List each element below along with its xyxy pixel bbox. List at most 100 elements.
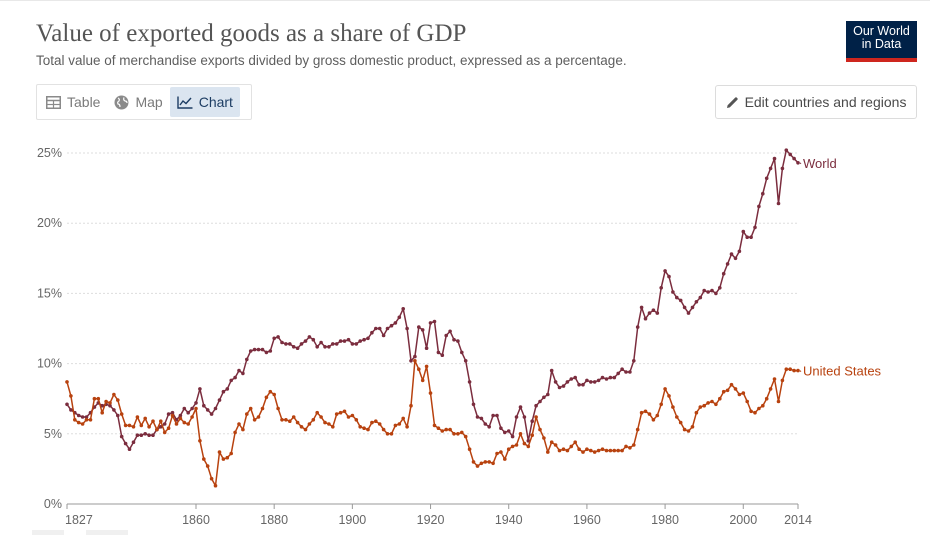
data-point bbox=[303, 339, 308, 343]
data-point bbox=[409, 403, 413, 408]
data-point bbox=[772, 377, 777, 381]
data-point bbox=[323, 345, 327, 349]
data-point bbox=[186, 410, 190, 415]
data-point bbox=[538, 399, 542, 404]
edit-countries-button[interactable]: Edit countries and regions bbox=[715, 85, 917, 119]
data-point bbox=[589, 448, 593, 453]
data-point bbox=[542, 395, 546, 400]
data-point bbox=[534, 415, 538, 419]
data-point bbox=[420, 328, 425, 332]
data-point bbox=[264, 350, 269, 355]
data-point bbox=[632, 359, 636, 363]
tab-table[interactable]: Table bbox=[39, 87, 107, 117]
data-point bbox=[475, 415, 480, 419]
data-point bbox=[370, 420, 374, 425]
label-connector bbox=[799, 162, 802, 165]
data-point bbox=[710, 288, 714, 293]
data-point bbox=[108, 403, 112, 408]
data-point bbox=[155, 427, 159, 432]
data-point bbox=[202, 403, 206, 408]
data-point bbox=[796, 368, 800, 373]
data-point bbox=[284, 342, 288, 346]
data-point bbox=[162, 422, 167, 426]
data-point bbox=[248, 406, 253, 411]
tab-chart[interactable]: Chart bbox=[169, 87, 240, 117]
data-point bbox=[522, 415, 527, 419]
data-point bbox=[178, 413, 183, 418]
data-point bbox=[280, 340, 284, 345]
data-point bbox=[233, 430, 237, 435]
data-point bbox=[733, 256, 738, 261]
data-point bbox=[346, 337, 351, 342]
data-point bbox=[393, 423, 398, 428]
data-point bbox=[135, 415, 140, 419]
data-point bbox=[131, 440, 136, 445]
data-point bbox=[698, 295, 703, 300]
label-connector bbox=[799, 370, 802, 372]
data-point bbox=[299, 425, 304, 429]
data-point bbox=[463, 359, 468, 363]
data-point bbox=[659, 286, 663, 290]
data-point bbox=[135, 433, 140, 438]
data-point bbox=[88, 418, 93, 422]
data-point bbox=[198, 439, 202, 443]
data-point bbox=[217, 450, 222, 454]
series-united-states bbox=[65, 359, 800, 488]
axis-layer: 0% 5% 10% 15% 20% 25% 1827 1860 1880 1900 1920 1940… bbox=[37, 146, 812, 527]
data-point bbox=[209, 476, 214, 481]
x-tick-label: 1980 bbox=[651, 513, 679, 527]
data-point bbox=[643, 409, 648, 414]
data-point bbox=[612, 375, 617, 380]
data-point bbox=[291, 415, 296, 419]
data-point bbox=[401, 416, 406, 421]
data-point bbox=[229, 378, 233, 383]
data-point bbox=[628, 370, 632, 374]
owid-logo[interactable]: Our World in Data bbox=[846, 21, 917, 62]
data-point bbox=[616, 371, 620, 376]
data-point bbox=[667, 394, 671, 398]
data-point bbox=[143, 432, 147, 436]
data-point bbox=[268, 389, 273, 394]
data-point bbox=[659, 402, 663, 407]
data-point bbox=[436, 426, 441, 431]
data-point bbox=[413, 359, 417, 363]
data-point bbox=[577, 447, 581, 452]
y-tick-label: 10% bbox=[37, 357, 62, 371]
data-point bbox=[510, 434, 515, 439]
tab-map[interactable]: Map bbox=[107, 87, 169, 117]
y-tick-label: 0% bbox=[44, 497, 62, 511]
data-point bbox=[718, 396, 722, 401]
data-point bbox=[651, 418, 656, 422]
data-point bbox=[639, 305, 644, 310]
data-point bbox=[475, 464, 480, 468]
data-point bbox=[557, 385, 562, 390]
data-point bbox=[764, 396, 769, 401]
x-tick-label: 1860 bbox=[182, 513, 210, 527]
data-point bbox=[616, 448, 620, 453]
data-point bbox=[678, 298, 683, 303]
data-point bbox=[491, 413, 495, 418]
data-point bbox=[549, 368, 554, 373]
data-point bbox=[334, 342, 339, 346]
data-point bbox=[96, 396, 101, 401]
data-point bbox=[538, 427, 542, 432]
data-point bbox=[749, 409, 753, 414]
data-point bbox=[295, 420, 300, 425]
data-point bbox=[366, 427, 370, 432]
data-point bbox=[260, 347, 265, 352]
data-point bbox=[694, 300, 699, 304]
data-point bbox=[417, 367, 421, 372]
series-label-world: World bbox=[803, 156, 837, 171]
data-point bbox=[600, 447, 605, 452]
data-point bbox=[608, 448, 613, 453]
data-point bbox=[589, 380, 593, 384]
data-point bbox=[245, 357, 249, 362]
data-point bbox=[741, 391, 746, 395]
data-point bbox=[358, 339, 363, 343]
top-border bbox=[0, 0, 930, 1]
data-point bbox=[280, 418, 284, 422]
data-point bbox=[84, 418, 89, 422]
data-point bbox=[706, 290, 710, 294]
x-tick-label: 2000 bbox=[729, 513, 757, 527]
